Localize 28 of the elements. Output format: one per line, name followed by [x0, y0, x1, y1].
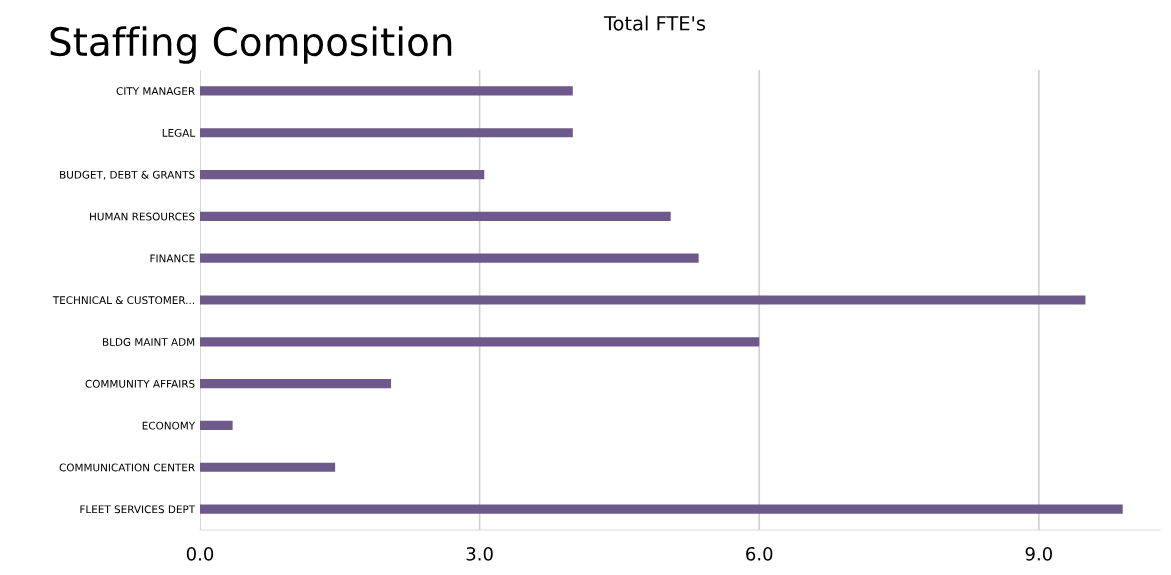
- x-tick-label: 9.0: [1025, 546, 1052, 561]
- bar: [200, 128, 573, 138]
- y-tick-label: CITY MANAGER: [116, 87, 195, 96]
- y-tick-label: ECONOMY: [142, 421, 196, 430]
- y-tick-label: TECHNICAL & CUSTOMER...: [52, 296, 195, 305]
- bar: [200, 211, 671, 221]
- y-tick-label: BLDG MAINT ADM: [103, 338, 195, 346]
- y-tick-label: FLEET SERVICES DEPT: [80, 505, 196, 514]
- y-tick-label: BUDGET, DEBT & GRANTS: [60, 170, 195, 180]
- chart-subtitle: Total FTE's: [603, 15, 706, 31]
- bar: [200, 169, 485, 180]
- y-tick-label: COMMUNITY AFFAIRS: [85, 379, 195, 388]
- bar: [200, 86, 573, 96]
- x-tick-label: 3.0: [466, 546, 493, 561]
- x-tick-label: 0.0: [186, 546, 214, 561]
- y-tick-label: FINANCE: [150, 254, 195, 263]
- chart-title: Staffing Composition: [50, 26, 452, 64]
- bar: [200, 253, 699, 263]
- bar: [200, 420, 233, 431]
- bar: [200, 379, 392, 389]
- x-tick-label: 6.0: [746, 546, 773, 561]
- bar: [200, 295, 1086, 305]
- y-tick-label: LEGAL: [162, 128, 196, 137]
- y-tick-label: HUMAN RESOURCES: [90, 212, 195, 221]
- bar: [200, 337, 760, 347]
- y-tick-label: COMMUNICATION CENTER: [59, 463, 195, 472]
- bar: [200, 504, 1123, 514]
- bar: [200, 462, 336, 472]
